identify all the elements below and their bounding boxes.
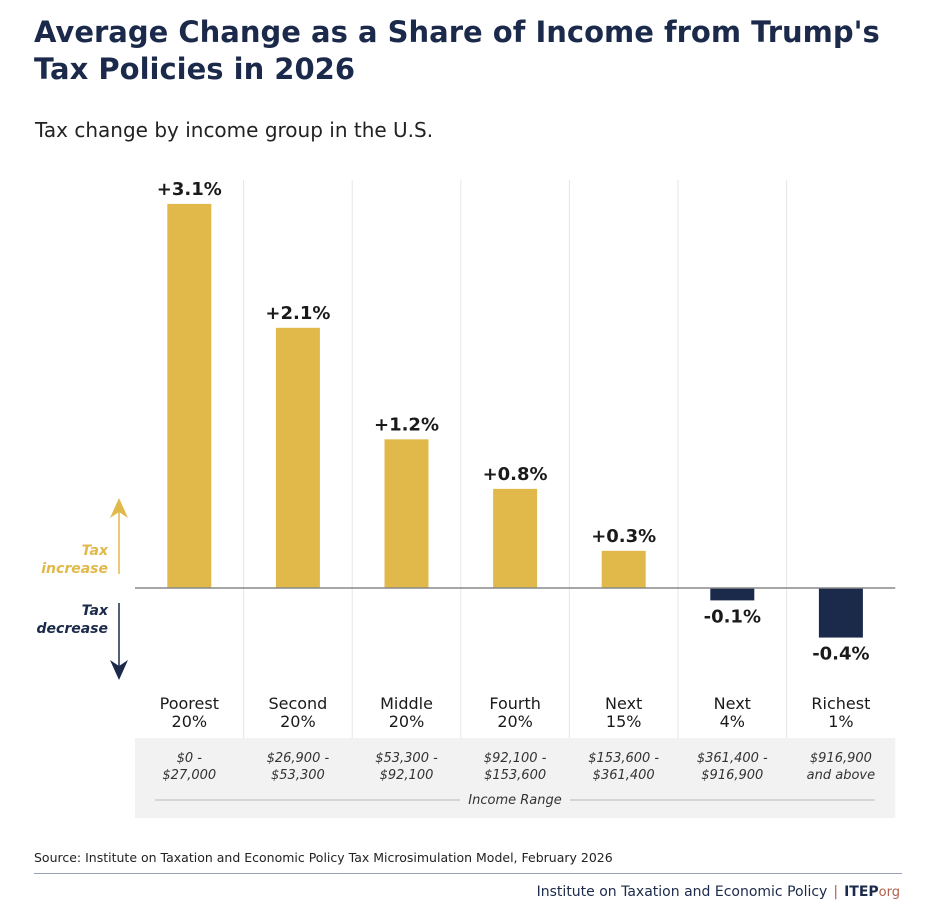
up-arrowhead-icon [110, 498, 128, 518]
bar [818, 588, 863, 638]
logo-suffix: org [878, 885, 900, 900]
income-range-label: $361,400 [593, 768, 655, 783]
tax-decrease-label: decrease [37, 621, 109, 637]
category-label: 15% [606, 712, 642, 731]
data-label: +1.2% [374, 414, 439, 435]
data-label: -0.4% [812, 644, 869, 665]
data-label: +0.8% [483, 464, 548, 485]
data-label: +2.1% [265, 303, 330, 324]
income-range-label: $92,100 - [484, 751, 547, 766]
chart-title: Average Change as a Share of Income from… [34, 15, 880, 86]
bar [493, 488, 538, 588]
income-range-label: $26,900 - [267, 751, 330, 766]
income-range-label: $0 - [177, 751, 203, 766]
bar [384, 439, 429, 588]
divider [34, 873, 902, 874]
category-label: Richest [811, 694, 870, 713]
category-label: Middle [380, 694, 433, 713]
income-range-panel [135, 738, 896, 818]
tax-decrease-label: Tax [82, 603, 109, 619]
income-range-label: $916,900 [810, 751, 872, 766]
down-arrowhead-icon [110, 660, 128, 680]
separator: | [833, 884, 839, 900]
category-label: Second [268, 694, 327, 713]
category-label: Next [714, 694, 751, 713]
income-range-label: $361,400 - [697, 751, 768, 766]
income-range-label: $27,000 [162, 768, 216, 783]
category-label: 20% [280, 712, 316, 731]
category-label: 20% [172, 712, 208, 731]
category-label: Fourth [489, 694, 541, 713]
category-label: 20% [497, 712, 533, 731]
category-label: Next [605, 694, 642, 713]
bar [601, 550, 646, 588]
itep-logo: ITEP [844, 884, 879, 900]
category-label: 20% [389, 712, 425, 731]
bar [710, 588, 755, 601]
tax-increase-label: Tax [82, 543, 109, 559]
tax-increase-label: increase [41, 561, 108, 577]
income-range-label: and above [807, 768, 875, 783]
income-range-label: $53,300 [271, 768, 325, 783]
category-label: 1% [828, 712, 853, 731]
income-range-label: $153,600 - [588, 751, 659, 766]
category-label: Poorest [160, 694, 219, 713]
income-range-label: $916,900 [701, 768, 763, 783]
data-label: +3.1% [157, 179, 222, 200]
org-footer: Institute on Taxation and Economic Polic… [537, 884, 900, 900]
income-range-label: $153,600 [484, 768, 546, 783]
income-range-label: $53,300 - [375, 751, 438, 766]
data-label: -0.1% [704, 606, 761, 627]
bar [275, 327, 320, 588]
data-label: +0.3% [591, 526, 656, 547]
chart-subtitle: Tax change by income group in the U.S. [35, 118, 434, 142]
bar [167, 203, 212, 588]
income-range-axis-label: Income Range [468, 793, 561, 808]
income-range-label: $92,100 [380, 768, 434, 783]
org-name: Institute on Taxation and Economic Polic… [536, 884, 828, 900]
source-note: Source: Institute on Taxation and Econom… [34, 850, 613, 865]
category-label: 4% [720, 712, 745, 731]
